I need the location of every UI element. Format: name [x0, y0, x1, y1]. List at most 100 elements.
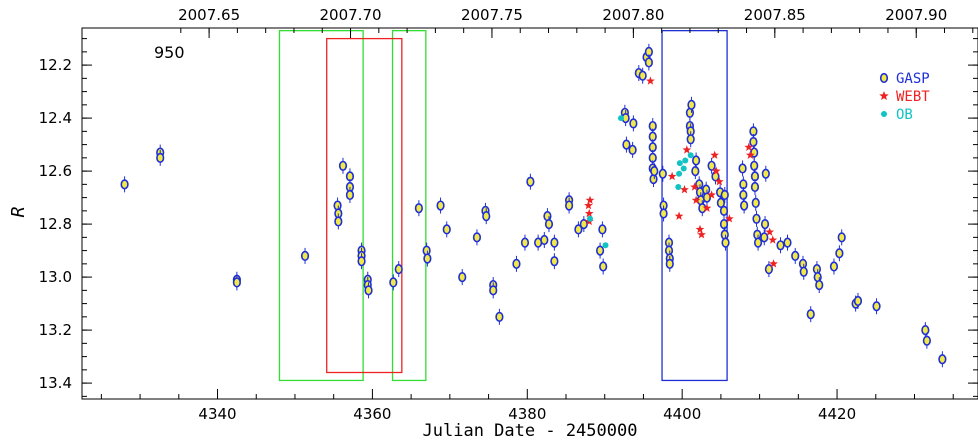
legend-label: WEBT [896, 89, 930, 105]
gasp-point [120, 179, 129, 190]
gasp-point [806, 309, 815, 320]
ob-point [676, 170, 683, 177]
gasp-point [853, 295, 863, 307]
webt-point [769, 259, 778, 268]
webt-point [745, 150, 755, 159]
ob-point [680, 165, 687, 172]
webt-point [725, 214, 734, 223]
gasp-point [783, 237, 792, 248]
webt-point [765, 227, 775, 236]
gasp-point [574, 224, 583, 235]
gasp-point [719, 205, 729, 216]
gasp-point [565, 200, 574, 211]
axes: 4340 4360 4380 4400 4420 2007.65 2007.70 2007.7… [39, 6, 978, 423]
gasp-point [922, 335, 931, 346]
gasp-point [720, 189, 729, 201]
webt-point [707, 190, 716, 199]
gasp-point [436, 200, 445, 211]
webt-point [691, 195, 701, 204]
x-tick-label: 4340 [198, 405, 236, 423]
gasp-point [389, 277, 398, 288]
webt-point [710, 150, 720, 159]
x-tick-label: 4360 [353, 405, 391, 423]
legend-marker-ob [881, 111, 887, 117]
gasp-point [760, 232, 769, 243]
gasp-point [691, 166, 700, 177]
y-tick-label: 12.6 [39, 162, 72, 180]
gasp-point [658, 168, 667, 179]
x-axis-title: Julian Date - 2450000 [423, 421, 638, 441]
gasp-point [872, 301, 881, 312]
webt-point [674, 211, 684, 220]
gasp-point [489, 285, 498, 296]
x-tick-label: 4400 [663, 405, 701, 423]
gasp-point [753, 237, 763, 248]
series-webt [584, 76, 778, 268]
webt-point [697, 230, 706, 239]
y-tick-label: 13.4 [39, 374, 72, 392]
webt-point [695, 224, 705, 234]
gasp-point [740, 200, 749, 211]
top-tick-label: 2007.75 [461, 6, 523, 24]
highlight-box [661, 29, 728, 382]
gasp-point [622, 139, 631, 150]
gasp-point [599, 261, 608, 272]
gasp-point [750, 181, 760, 193]
gasp-point [334, 216, 343, 227]
y-tick-label: 12.2 [39, 56, 72, 74]
gasp-point [764, 264, 774, 275]
top-tick-label: 2007.90 [885, 6, 947, 24]
series-gasp [120, 43, 947, 368]
ob-point [602, 242, 609, 249]
y-tick-label: 12.4 [39, 109, 72, 127]
y-axis-title: R [8, 206, 29, 217]
gasp-point [458, 272, 467, 283]
ob-point [687, 152, 694, 159]
top-tick-label: 2007.70 [320, 6, 382, 24]
gasp-point [799, 266, 808, 277]
webt-point [667, 171, 677, 181]
webt-point [584, 200, 593, 210]
gasp-point [414, 203, 423, 214]
ob-point [676, 160, 683, 167]
gasp-point [628, 144, 637, 155]
gasp-point [540, 234, 549, 246]
gasp-point [738, 163, 747, 174]
webt-point [711, 166, 721, 175]
highlight-box [278, 29, 364, 382]
gasp-point [721, 237, 730, 248]
webt-point [680, 185, 689, 194]
gasp-point [472, 232, 482, 243]
webt-point [646, 76, 655, 85]
gasp-point [357, 256, 366, 267]
x-tick-label: 4380 [508, 405, 546, 423]
gasp-point [776, 240, 785, 251]
webt-point [744, 142, 754, 151]
gasp-point [751, 197, 760, 208]
gasp-point [837, 232, 846, 243]
gasp-point [526, 176, 535, 187]
gasp-point [629, 118, 638, 129]
gasp-point [550, 237, 559, 248]
gasp-point [835, 248, 844, 259]
gasp-point [829, 261, 839, 272]
webt-point [714, 177, 724, 186]
gasp-point [345, 189, 355, 201]
gasp-point [394, 264, 403, 275]
gasp-point [512, 258, 521, 269]
data-points [120, 43, 947, 368]
webt-point [768, 235, 778, 244]
legend-marker-gasp [879, 72, 889, 84]
highlight-box [391, 29, 427, 382]
webt-point [702, 203, 712, 212]
gasp-point [739, 189, 748, 201]
gasp-point [665, 258, 674, 269]
legend-label: GASP [896, 71, 930, 87]
gasp-point [638, 70, 647, 81]
legend-label: OB [896, 107, 913, 123]
x-tick-label: 4420 [818, 405, 856, 423]
y-tick-label: 13.0 [39, 268, 72, 286]
gasp-point [495, 311, 504, 322]
gasp-point [692, 155, 701, 166]
